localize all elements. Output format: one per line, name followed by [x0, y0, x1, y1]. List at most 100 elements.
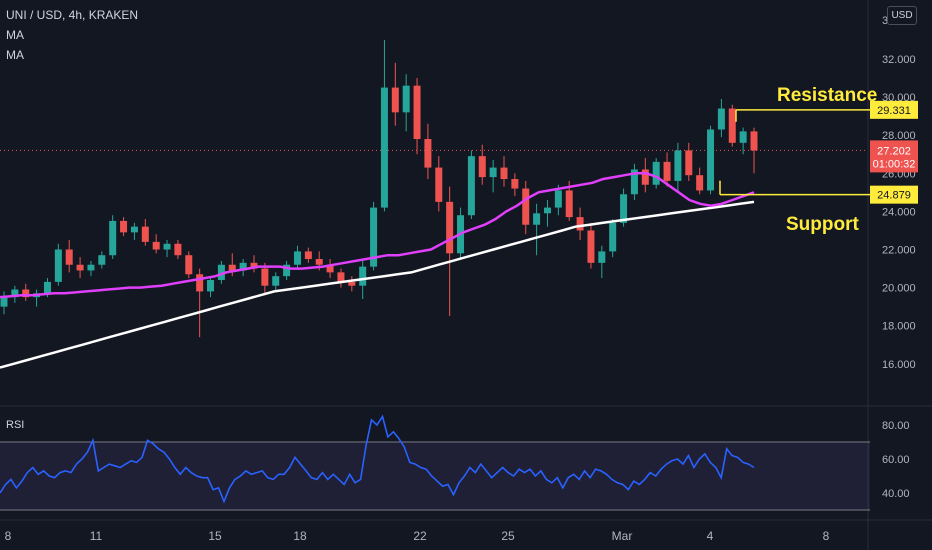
- x-tick-label: 8: [5, 529, 12, 543]
- candle-body: [609, 222, 617, 252]
- y-tick-label: 24.000: [882, 206, 916, 218]
- candle-body: [207, 279, 215, 292]
- candle-body: [663, 161, 671, 181]
- candle-body: [239, 262, 247, 271]
- candle-body: [554, 190, 562, 208]
- candle-body: [696, 175, 704, 191]
- rsi-tick-label: 80.00: [882, 420, 910, 432]
- candle-body: [446, 201, 454, 254]
- candle-body: [543, 207, 551, 214]
- candle-body: [630, 169, 638, 195]
- y-tick-label-partial: 3: [882, 15, 888, 27]
- candle-body: [359, 266, 367, 286]
- candle-body: [391, 87, 399, 113]
- candle-body: [685, 150, 693, 176]
- candle-body: [424, 139, 432, 168]
- currency-button[interactable]: USD: [887, 6, 917, 25]
- candle-body: [43, 281, 51, 294]
- candle-body: [413, 85, 421, 140]
- candle-body: [304, 251, 312, 260]
- y-tick-label: 18.000: [882, 321, 916, 333]
- countdown-text: 01:00:32: [873, 158, 916, 170]
- candle-body: [522, 188, 530, 225]
- candle-body: [65, 249, 73, 265]
- candle-body: [283, 264, 291, 277]
- x-tick-label: 15: [208, 529, 222, 543]
- candle-body: [717, 108, 725, 130]
- rsi-label: RSI: [6, 419, 24, 431]
- candle-body: [217, 264, 225, 280]
- support-tag-text: 24.879: [877, 190, 911, 202]
- candle-body: [185, 255, 193, 275]
- candle-body: [587, 230, 595, 263]
- candle-body: [533, 213, 541, 225]
- candle-body: [598, 251, 606, 263]
- candle-body: [467, 156, 475, 216]
- candle-body: [130, 226, 138, 233]
- candle-body: [500, 167, 508, 180]
- y-tick-label: 22.000: [882, 245, 916, 257]
- candle-body: [109, 220, 117, 256]
- support-label: Support: [786, 214, 859, 235]
- ma-fast-label[interactable]: MA: [6, 28, 24, 42]
- x-tick-label: 4: [707, 529, 714, 543]
- x-tick-label: Mar: [612, 529, 633, 543]
- candle-body: [489, 167, 497, 178]
- resistance-label: Resistance: [777, 85, 877, 106]
- candle-body: [402, 85, 410, 113]
- y-tick-label: 32.000: [882, 54, 916, 66]
- candle-body: [739, 131, 747, 143]
- candle-body: [250, 262, 258, 269]
- x-tick-label: 22: [413, 529, 427, 543]
- support-tag: [870, 185, 918, 204]
- candle-body: [478, 156, 486, 178]
- candle-body: [22, 289, 30, 298]
- candle-body: [511, 179, 519, 189]
- ma-slow-line: [0, 200, 755, 369]
- rsi-tick-label: 40.00: [882, 488, 910, 500]
- resistance-tag-text: 29.331: [877, 105, 911, 117]
- candle-body: [152, 241, 160, 250]
- rsi-band: [0, 442, 870, 510]
- candle-body: [0, 297, 8, 307]
- x-tick-label: 18: [293, 529, 307, 543]
- y-tick-label: 28.000: [882, 130, 916, 142]
- candle-body: [261, 268, 269, 286]
- ma-slow-label[interactable]: MA: [6, 48, 24, 62]
- candle-body: [315, 259, 323, 265]
- x-tick-label: 25: [501, 529, 515, 543]
- symbol-title: UNI / USD, 4h, KRAKEN: [6, 8, 139, 22]
- candle-body: [565, 190, 573, 218]
- x-tick-label: 11: [90, 529, 103, 543]
- candle-body: [707, 129, 715, 191]
- rsi-tick-label: 60.00: [882, 454, 910, 466]
- candle-body: [98, 255, 106, 265]
- ma-fast-line: [0, 172, 755, 299]
- y-tick-label: 20.000: [882, 283, 916, 295]
- candle-body: [163, 243, 171, 250]
- candle-body: [641, 169, 649, 185]
- candle-body: [11, 289, 19, 298]
- candle-body: [348, 281, 356, 286]
- candle-body: [87, 264, 95, 271]
- resistance-tag: [870, 100, 918, 119]
- candle-body: [652, 161, 660, 185]
- candle-body: [435, 167, 443, 202]
- candle-body: [196, 274, 204, 292]
- last-price-tag: [870, 140, 918, 173]
- candle-body: [370, 207, 378, 267]
- x-tick-label: 8: [823, 529, 830, 543]
- candle-body: [380, 87, 388, 208]
- candle-body: [228, 264, 236, 271]
- candle-body: [272, 276, 280, 286]
- candle-body: [728, 108, 736, 143]
- candle-body: [120, 220, 128, 233]
- candle-body: [620, 194, 628, 223]
- last-price-text: 27.202: [877, 145, 911, 157]
- rsi-line: [0, 414, 755, 504]
- candle-body: [141, 226, 149, 242]
- candle-body: [337, 272, 345, 282]
- candle-body: [326, 264, 334, 273]
- candle-body: [76, 264, 84, 271]
